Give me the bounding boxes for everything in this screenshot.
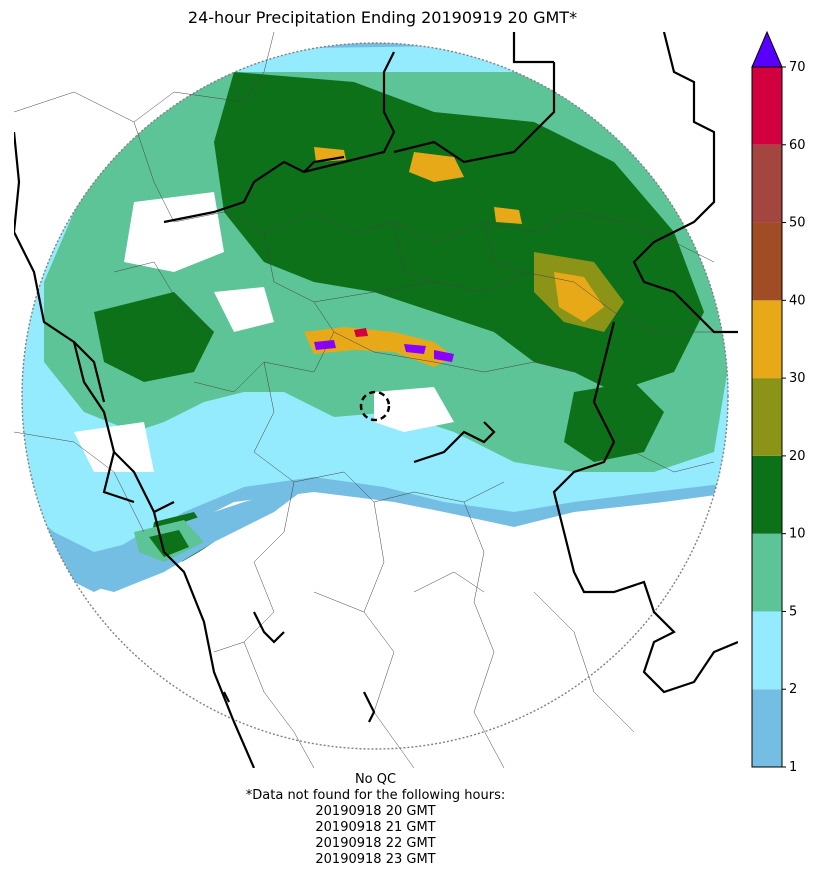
- colorbar-bin: [752, 533, 782, 612]
- colorbar-tick-label: 60: [789, 138, 806, 153]
- colorbar-bins: [751, 66, 783, 768]
- colorbar-bin: [752, 689, 782, 767]
- colorbar-tick-label: 2: [789, 682, 797, 697]
- colorbar-tick-label: 40: [789, 293, 806, 308]
- radar-range-ring: [21, 42, 729, 750]
- missing-hour: 20190918 21 GMT: [315, 820, 436, 835]
- colorbar-extend-arrow: [751, 30, 783, 68]
- precipitation-colorbar: 1 2 5 10 20 30 40 50 60 70: [751, 30, 806, 775]
- state-boundaries: [14, 32, 738, 768]
- radar-site-marker: [359, 390, 391, 422]
- colorbar-tick-label: 20: [789, 449, 806, 464]
- missing-hour: 20190918 20 GMT: [315, 804, 436, 819]
- colorbar-bin: [752, 455, 782, 534]
- qc-status: No QC: [354, 772, 397, 787]
- colorbar-bin: [752, 222, 782, 301]
- colorbar-tick-label: 5: [789, 604, 797, 619]
- colorbar-bin: [752, 300, 782, 379]
- colorbar-bin: [752, 67, 782, 145]
- colorbar-tick-label: 1: [789, 760, 797, 775]
- district-boundaries: [14, 32, 715, 768]
- missing-hour: 20190918 23 GMT: [315, 852, 436, 867]
- missing-hour: 20190918 22 GMT: [315, 836, 436, 851]
- precipitation-map: [14, 32, 738, 768]
- colorbar-ticks: 1 2 5 10 20 30 40 50 60 70: [782, 60, 806, 775]
- colorbar-tick-label: 50: [789, 216, 806, 231]
- map-title: 24-hour Precipitation Ending 20190919 20…: [187, 8, 578, 27]
- map-footer: No QC *Data not found for the following …: [0, 772, 751, 868]
- colorbar-tick-label: 30: [789, 371, 806, 386]
- colorbar-bin: [752, 378, 782, 456]
- colorbar-tick-label: 10: [789, 527, 806, 542]
- colorbar-bin: [752, 144, 782, 223]
- precipitation-layer: [22, 43, 728, 749]
- colorbar-tick-label: 70: [789, 60, 806, 75]
- colorbar-bin: [752, 611, 782, 690]
- missing-data-note: *Data not found for the following hours:: [245, 788, 506, 803]
